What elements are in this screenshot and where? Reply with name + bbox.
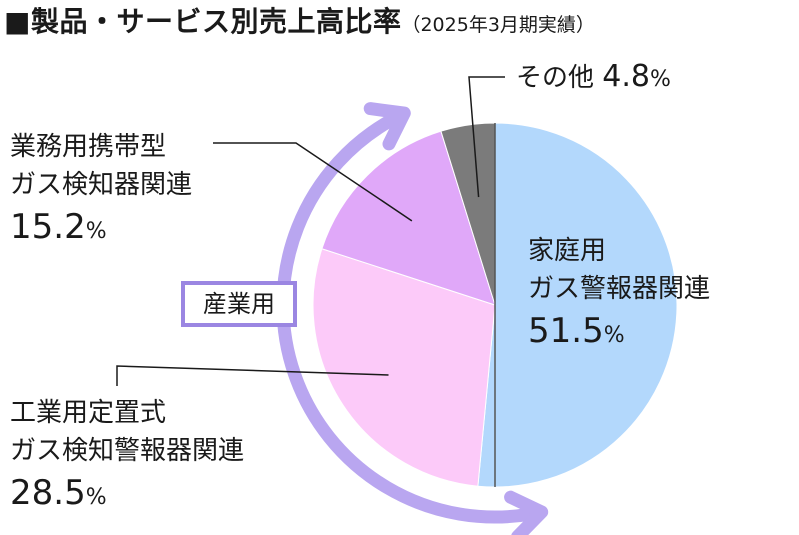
slice-value-number: 4.8 (602, 59, 650, 94)
slice-label-commercial-portable: 業務用携帯型 ガス検知器関連 15.2% (10, 128, 192, 251)
leader-line-industrial-fixed (116, 365, 389, 386)
slice-name-other: その他 (516, 63, 595, 93)
slice-value-industrial-fixed: 28.5% (10, 474, 244, 517)
slice-name-line-1: 業務用携帯型 (10, 132, 167, 162)
slice-value-number: 15.2 (10, 207, 86, 247)
slice-label-household: 家庭用 ガス警報器関連 51.5% (528, 232, 710, 355)
group-arrow-arc (276, 111, 539, 524)
chart-title-period: （2025年3月期実績） (401, 14, 595, 36)
group-arrow-head-top (363, 102, 411, 151)
percent-sign: % (85, 219, 107, 244)
pie-slice-1 (312, 248, 496, 487)
leader-line-commercial-portable (213, 142, 413, 222)
slice-name-line-1: 工業用定置式 (10, 398, 167, 428)
slice-value-number: 28.5 (10, 473, 86, 513)
chart-title-main: ■製品・サービス別売上高比率 (4, 5, 402, 38)
percent-sign: % (85, 485, 107, 510)
percent-sign: % (650, 67, 671, 92)
slice-name-line-2: ガス警報器関連 (528, 274, 711, 304)
slice-label-other: その他 4.8% (516, 58, 671, 99)
slice-name-line-2: ガス検知警報器関連 (10, 436, 245, 466)
industrial-group-label: 産業用 (181, 281, 297, 327)
group-arrow-head-bottom (504, 490, 549, 535)
slice-value-number: 51.5 (528, 311, 604, 351)
pie-slice-0 (477, 122, 678, 488)
slice-name-line-1: 家庭用 (528, 236, 607, 266)
slice-value-commercial-portable: 15.2% (10, 208, 192, 251)
percent-sign: % (603, 323, 625, 348)
slice-name-line-2: ガス検知器関連 (10, 170, 193, 200)
slice-label-industrial-fixed: 工業用定置式 ガス検知警報器関連 28.5% (10, 394, 244, 517)
chart-title: ■製品・サービス別売上高比率（2025年3月期実績） (4, 0, 595, 40)
leader-line-other (468, 76, 505, 198)
slice-value-household: 51.5% (528, 312, 710, 355)
